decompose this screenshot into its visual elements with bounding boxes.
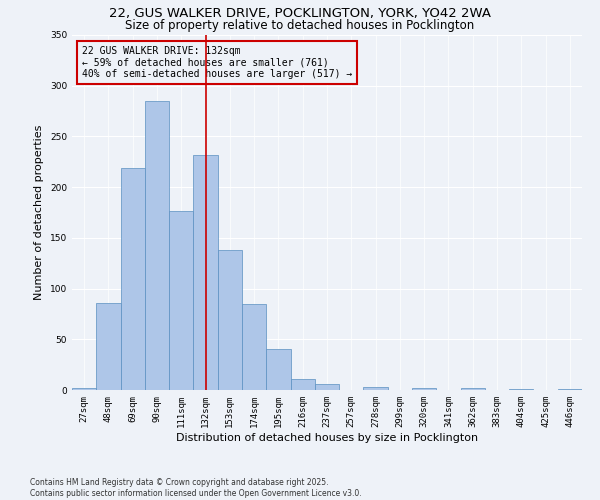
Bar — [412, 388, 436, 390]
Bar — [96, 303, 121, 390]
Bar — [121, 168, 145, 390]
Bar — [218, 250, 242, 390]
Bar — [509, 389, 533, 390]
Text: Contains HM Land Registry data © Crown copyright and database right 2025.
Contai: Contains HM Land Registry data © Crown c… — [30, 478, 362, 498]
Y-axis label: Number of detached properties: Number of detached properties — [34, 125, 44, 300]
Text: Size of property relative to detached houses in Pocklington: Size of property relative to detached ho… — [125, 19, 475, 32]
Bar — [193, 154, 218, 390]
Bar — [364, 387, 388, 390]
Bar — [72, 388, 96, 390]
Text: 22 GUS WALKER DRIVE: 132sqm
← 59% of detached houses are smaller (761)
40% of se: 22 GUS WALKER DRIVE: 132sqm ← 59% of det… — [82, 46, 352, 79]
Text: 22, GUS WALKER DRIVE, POCKLINGTON, YORK, YO42 2WA: 22, GUS WALKER DRIVE, POCKLINGTON, YORK,… — [109, 8, 491, 20]
Bar — [169, 212, 193, 390]
Bar — [558, 389, 582, 390]
Bar — [315, 384, 339, 390]
Bar — [242, 304, 266, 390]
Bar — [266, 350, 290, 390]
Bar — [461, 388, 485, 390]
Bar — [145, 101, 169, 390]
X-axis label: Distribution of detached houses by size in Pocklington: Distribution of detached houses by size … — [176, 432, 478, 442]
Bar — [290, 379, 315, 390]
